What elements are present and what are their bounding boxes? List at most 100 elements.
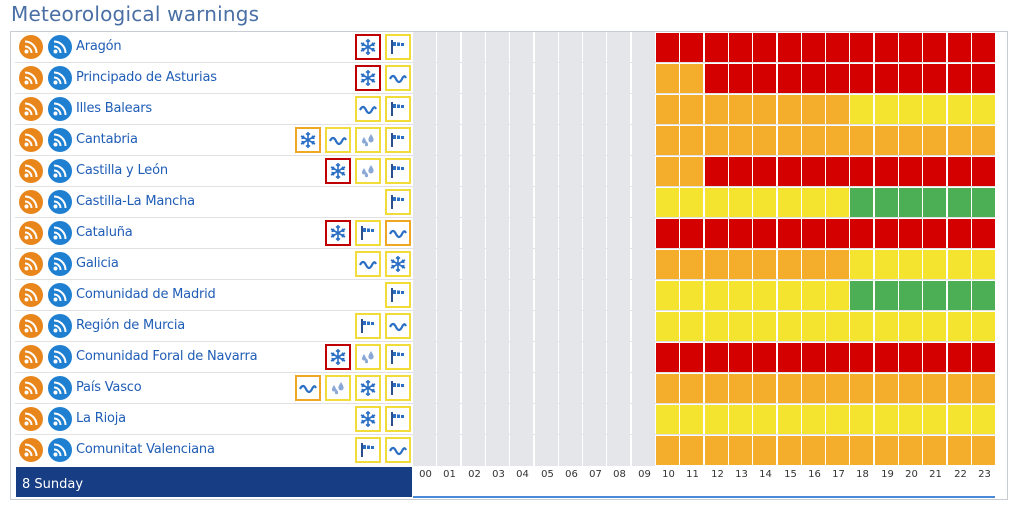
warning-level-cell[interactable] [875, 312, 898, 341]
warning-level-cell[interactable] [826, 312, 849, 341]
warning-level-cell[interactable] [923, 64, 946, 93]
rss-feed-alt-icon[interactable] [48, 345, 72, 369]
warning-level-cell[interactable] [972, 436, 995, 465]
warning-level-cell[interactable] [656, 126, 679, 155]
warning-level-cell[interactable] [753, 312, 776, 341]
warning-level-cell[interactable] [802, 281, 825, 310]
warning-level-cell[interactable] [850, 64, 873, 93]
warning-level-cell[interactable] [656, 157, 679, 186]
warning-level-cell[interactable] [875, 33, 898, 62]
wind-warning-icon[interactable] [385, 375, 411, 401]
warning-level-cell[interactable] [729, 157, 752, 186]
warning-level-cell[interactable] [875, 157, 898, 186]
warning-level-cell[interactable] [680, 126, 703, 155]
warning-level-cell[interactable] [680, 405, 703, 434]
warning-level-cell[interactable] [753, 343, 776, 372]
warning-level-cell[interactable] [729, 64, 752, 93]
region-name-link[interactable]: Cantabria [76, 132, 138, 147]
rss-feed-icon[interactable] [19, 190, 43, 214]
warning-level-cell[interactable] [826, 436, 849, 465]
warning-level-cell[interactable] [778, 188, 801, 217]
waves-warning-icon[interactable] [385, 65, 411, 91]
warning-level-cell[interactable] [778, 219, 801, 248]
rss-feed-alt-icon[interactable] [48, 97, 72, 121]
warning-level-cell[interactable] [875, 126, 898, 155]
rss-feed-icon[interactable] [19, 376, 43, 400]
rss-feed-icon[interactable] [19, 438, 43, 462]
warning-level-cell[interactable] [656, 312, 679, 341]
warning-level-cell[interactable] [802, 312, 825, 341]
warning-level-cell[interactable] [923, 250, 946, 279]
warning-level-cell[interactable] [923, 343, 946, 372]
warning-level-cell[interactable] [948, 250, 971, 279]
warning-level-cell[interactable] [972, 312, 995, 341]
warning-level-cell[interactable] [705, 64, 728, 93]
warning-level-cell[interactable] [923, 312, 946, 341]
region-name-link[interactable]: Comunidad de Madrid [76, 287, 216, 302]
rss-feed-alt-icon[interactable] [48, 159, 72, 183]
warning-level-cell[interactable] [899, 312, 922, 341]
wind-warning-icon[interactable] [355, 220, 381, 246]
warning-level-cell[interactable] [923, 405, 946, 434]
warning-level-cell[interactable] [972, 157, 995, 186]
region-name-link[interactable]: Castilla y León [76, 163, 168, 178]
rss-feed-alt-icon[interactable] [48, 221, 72, 245]
warning-level-cell[interactable] [826, 188, 849, 217]
waves-warning-icon[interactable] [295, 375, 321, 401]
warning-level-cell[interactable] [705, 436, 728, 465]
rss-feed-alt-icon[interactable] [48, 252, 72, 276]
warning-level-cell[interactable] [923, 33, 946, 62]
warning-level-cell[interactable] [656, 436, 679, 465]
waves-warning-icon[interactable] [325, 127, 351, 153]
warning-level-cell[interactable] [826, 281, 849, 310]
waves-warning-icon[interactable] [385, 437, 411, 463]
warning-level-cell[interactable] [948, 126, 971, 155]
warning-level-cell[interactable] [705, 405, 728, 434]
region-name-link[interactable]: País Vasco [76, 380, 142, 395]
warning-level-cell[interactable] [802, 219, 825, 248]
warning-level-cell[interactable] [656, 374, 679, 403]
warning-level-cell[interactable] [729, 33, 752, 62]
warning-level-cell[interactable] [778, 64, 801, 93]
warning-level-cell[interactable] [680, 188, 703, 217]
warning-level-cell[interactable] [923, 126, 946, 155]
warning-level-cell[interactable] [656, 33, 679, 62]
warning-level-cell[interactable] [680, 64, 703, 93]
warning-level-cell[interactable] [680, 250, 703, 279]
warning-level-cell[interactable] [899, 281, 922, 310]
warning-level-cell[interactable] [826, 250, 849, 279]
warning-level-cell[interactable] [753, 405, 776, 434]
warning-level-cell[interactable] [778, 374, 801, 403]
rss-feed-icon[interactable] [19, 221, 43, 245]
warning-level-cell[interactable] [850, 436, 873, 465]
snow-warning-icon[interactable] [325, 220, 351, 246]
warning-level-cell[interactable] [875, 436, 898, 465]
region-name-link[interactable]: La Rioja [76, 411, 126, 426]
warning-level-cell[interactable] [729, 188, 752, 217]
warning-level-cell[interactable] [729, 312, 752, 341]
warning-level-cell[interactable] [899, 436, 922, 465]
warning-level-cell[interactable] [948, 281, 971, 310]
warning-level-cell[interactable] [875, 188, 898, 217]
warning-level-cell[interactable] [802, 405, 825, 434]
warning-level-cell[interactable] [875, 281, 898, 310]
warning-level-cell[interactable] [680, 157, 703, 186]
warning-level-cell[interactable] [705, 312, 728, 341]
warning-level-cell[interactable] [656, 281, 679, 310]
warning-level-cell[interactable] [656, 95, 679, 124]
warning-level-cell[interactable] [826, 405, 849, 434]
rss-feed-alt-icon[interactable] [48, 35, 72, 59]
warning-level-cell[interactable] [656, 188, 679, 217]
warning-level-cell[interactable] [948, 33, 971, 62]
warning-level-cell[interactable] [972, 250, 995, 279]
warning-level-cell[interactable] [778, 405, 801, 434]
warning-level-cell[interactable] [850, 312, 873, 341]
warning-level-cell[interactable] [802, 126, 825, 155]
warning-level-cell[interactable] [899, 343, 922, 372]
warning-level-cell[interactable] [972, 219, 995, 248]
warning-level-cell[interactable] [802, 436, 825, 465]
warning-level-cell[interactable] [948, 436, 971, 465]
warning-level-cell[interactable] [680, 343, 703, 372]
warning-level-cell[interactable] [656, 250, 679, 279]
warning-level-cell[interactable] [875, 219, 898, 248]
